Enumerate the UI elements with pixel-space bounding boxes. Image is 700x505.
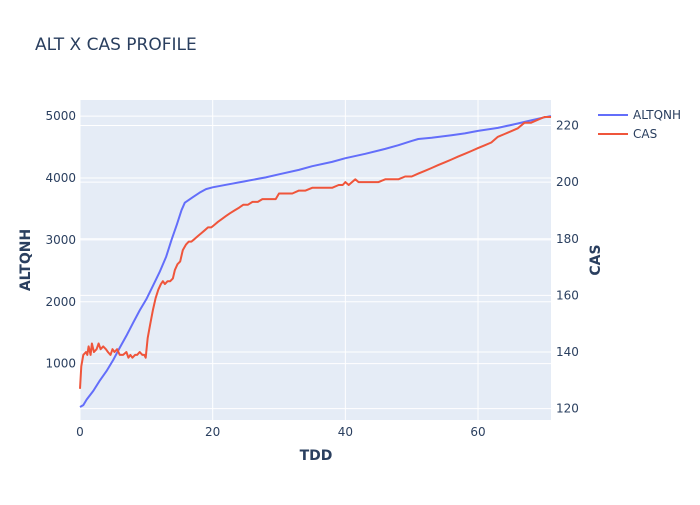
y-axis-title: ALTQNH: [18, 229, 34, 291]
plot-background: [80, 100, 551, 420]
legend[interactable]: ALTQNH CAS: [598, 108, 681, 141]
y2-tick-label: 220: [556, 118, 579, 132]
y2-tick-label: 200: [556, 175, 579, 189]
y-tick-label: 1000: [45, 357, 76, 371]
x-tick-label: 60: [470, 425, 485, 439]
y-tick-label: 3000: [45, 233, 76, 247]
chart-title: ALT X CAS PROFILE: [35, 35, 197, 55]
y-tick-label: 4000: [45, 171, 76, 185]
y2-tick-label: 140: [556, 345, 579, 359]
y2-tick-label: 160: [556, 288, 579, 302]
legend-label-altqnh: ALTQNH: [633, 108, 681, 122]
y2-tick-label: 120: [556, 402, 579, 416]
legend-item-cas[interactable]: CAS: [598, 127, 657, 141]
y-tick-label: 2000: [45, 295, 76, 309]
tick-labels: 0 20 40 60 1000 2000 3000 4000 5000 120 140 160 180 2…: [45, 109, 578, 439]
x-tick-label: 0: [76, 425, 84, 439]
series-layer: [79, 115, 552, 408]
y-tick-label: 5000: [45, 109, 76, 123]
grid: [79, 100, 551, 420]
legend-item-altqnh[interactable]: ALTQNH: [598, 108, 681, 122]
legend-label-cas: CAS: [633, 127, 657, 141]
y2-tick-label: 180: [556, 232, 579, 246]
series-line-cas: [79, 116, 551, 389]
y2-axis-title: CAS: [588, 244, 604, 275]
x-axis-title: TDD: [300, 448, 333, 464]
x-tick-label: 40: [338, 425, 353, 439]
x-tick-label: 20: [205, 425, 220, 439]
series-line-altqnh: [79, 115, 552, 408]
